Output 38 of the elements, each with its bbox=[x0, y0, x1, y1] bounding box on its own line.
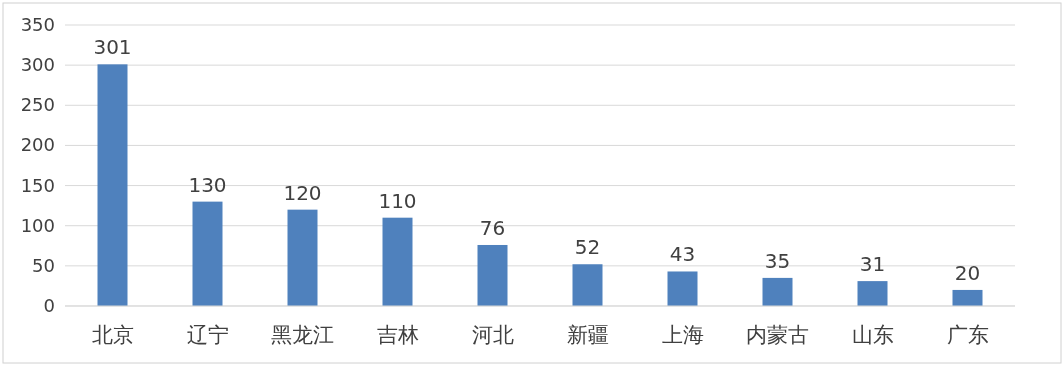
bar bbox=[952, 289, 983, 306]
x-tick-label: 辽宁 bbox=[186, 323, 229, 347]
data-label: 301 bbox=[93, 35, 132, 60]
data-label: 35 bbox=[764, 248, 791, 273]
y-tick-label: 150 bbox=[20, 174, 55, 196]
data-label: 76 bbox=[479, 215, 506, 240]
x-tick-label: 北京 bbox=[91, 323, 134, 347]
data-label: 120 bbox=[283, 180, 322, 205]
y-tick-label: 300 bbox=[20, 54, 55, 76]
y-tick-label: 250 bbox=[20, 94, 55, 116]
x-tick-label: 黑龙江 bbox=[271, 323, 334, 347]
data-label: 52 bbox=[574, 235, 601, 260]
data-label: 110 bbox=[378, 188, 417, 213]
data-label: 31 bbox=[859, 252, 886, 277]
x-tick-label: 上海 bbox=[661, 323, 704, 347]
bar bbox=[382, 217, 413, 306]
x-tick-label: 河北 bbox=[471, 323, 514, 347]
bar bbox=[477, 244, 508, 306]
data-label: 43 bbox=[669, 242, 696, 267]
bar bbox=[857, 281, 888, 306]
y-tick-label: 0 bbox=[43, 295, 55, 316]
bar bbox=[192, 201, 223, 306]
x-tick-label: 广东 bbox=[946, 323, 989, 347]
x-tick-label: 新疆 bbox=[566, 323, 609, 347]
bar bbox=[667, 271, 698, 306]
y-tick-label: 200 bbox=[20, 134, 55, 156]
data-label: 20 bbox=[954, 260, 981, 285]
y-tick-label: 100 bbox=[20, 214, 55, 236]
bar bbox=[572, 264, 603, 306]
x-tick-label: 内蒙古 bbox=[746, 323, 809, 347]
bar bbox=[762, 277, 793, 306]
y-tick-label: 350 bbox=[20, 14, 55, 35]
data-label: 130 bbox=[188, 172, 227, 197]
x-tick-label: 山东 bbox=[851, 323, 894, 347]
y-tick-label: 50 bbox=[32, 254, 55, 276]
bar bbox=[97, 64, 128, 306]
x-tick-label: 吉林 bbox=[376, 323, 419, 347]
bar bbox=[287, 209, 318, 306]
